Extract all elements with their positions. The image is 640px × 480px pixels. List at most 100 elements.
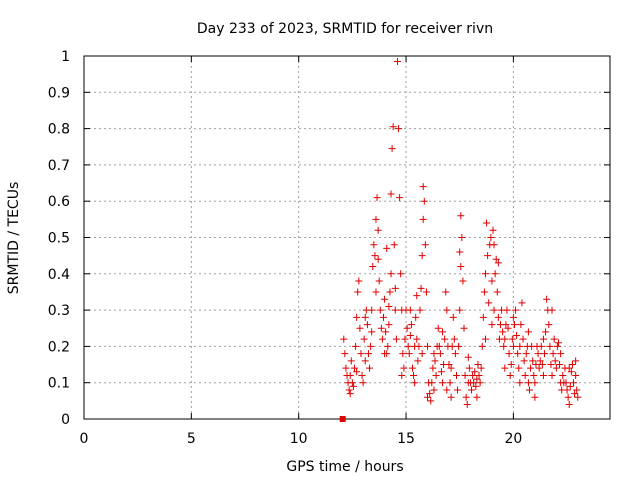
data-point (539, 371, 547, 379)
data-point (525, 386, 533, 394)
data-point (475, 371, 483, 379)
data-point (369, 263, 377, 271)
data-point (341, 350, 349, 358)
data-point (372, 215, 380, 223)
data-point (447, 364, 455, 372)
data-point (367, 342, 375, 350)
data-point (493, 288, 501, 296)
data-point (494, 313, 502, 321)
data-point (505, 350, 513, 358)
data-point (542, 328, 550, 336)
data-point (388, 145, 396, 153)
data-point (346, 390, 354, 398)
data-point (427, 397, 435, 405)
data-point (477, 364, 485, 372)
data-point (404, 342, 412, 350)
data-point (458, 234, 466, 241)
data-points (339, 57, 582, 422)
data-point (385, 302, 393, 310)
data-point (564, 393, 572, 401)
data-point (372, 288, 380, 296)
data-point (408, 364, 416, 372)
data-point (360, 335, 368, 343)
data-point (521, 371, 529, 379)
data-point (431, 357, 439, 365)
data-point (572, 371, 580, 379)
x-axis-label: GPS time / hours (286, 459, 403, 475)
data-point (397, 270, 405, 278)
y-axis-label: SRMTID / TECUs (6, 182, 22, 295)
data-point (412, 313, 420, 321)
data-point (416, 306, 424, 314)
data-point (570, 379, 578, 387)
data-point (565, 364, 573, 372)
y-tick-label: 0.5 (48, 231, 70, 247)
data-point (571, 390, 579, 398)
y-tick-label: 0.6 (48, 194, 70, 210)
data-point (513, 332, 521, 340)
data-point (378, 335, 386, 343)
data-point (358, 371, 366, 379)
data-point (439, 379, 447, 387)
data-point (507, 361, 515, 369)
data-point (375, 277, 383, 285)
data-point-zero (339, 416, 346, 422)
data-point (529, 357, 537, 365)
data-point (361, 313, 369, 321)
data-point (400, 364, 408, 372)
data-point (374, 255, 382, 263)
data-point (468, 386, 476, 394)
data-point (387, 270, 395, 278)
data-point (353, 368, 361, 376)
data-point (510, 321, 518, 329)
data-point (489, 226, 497, 234)
data-point (395, 125, 403, 133)
data-point (442, 288, 450, 296)
data-point (557, 350, 565, 358)
data-point (465, 364, 473, 372)
data-point (483, 219, 491, 227)
data-point (455, 342, 463, 350)
data-point (413, 292, 421, 300)
data-point (446, 379, 454, 387)
data-point (389, 123, 397, 131)
data-point (417, 284, 425, 292)
data-point (541, 350, 549, 358)
data-point (469, 371, 477, 379)
data-point (532, 361, 540, 369)
data-point (456, 306, 464, 314)
data-point (509, 313, 517, 321)
data-point (516, 379, 524, 387)
data-point (547, 361, 555, 369)
data-point (573, 386, 581, 394)
x-tick-label: 15 (397, 431, 415, 447)
data-point (414, 357, 422, 365)
data-point (459, 277, 467, 285)
grid-lines (84, 56, 610, 419)
data-point (502, 321, 510, 329)
data-point (514, 350, 522, 358)
data-point (407, 321, 415, 329)
y-tick-label: 0.1 (48, 376, 70, 392)
data-point (534, 350, 542, 358)
data-point (441, 335, 449, 343)
chart-title: Day 233 of 2023, SRMTID for receiver riv… (197, 21, 493, 37)
data-point (491, 270, 499, 278)
data-point (377, 324, 385, 332)
data-point (568, 361, 576, 369)
data-point (556, 361, 564, 369)
data-point (550, 335, 558, 343)
data-point (424, 393, 432, 401)
data-point (450, 335, 458, 343)
data-point (531, 379, 539, 387)
data-point (421, 241, 429, 249)
data-point (348, 379, 356, 387)
data-point (357, 350, 365, 358)
data-point (368, 306, 376, 314)
data-point (484, 252, 492, 260)
data-point (504, 324, 512, 332)
y-tick-label: 1 (61, 49, 70, 65)
data-point (432, 371, 440, 379)
data-point (382, 328, 390, 336)
data-point (559, 371, 567, 379)
